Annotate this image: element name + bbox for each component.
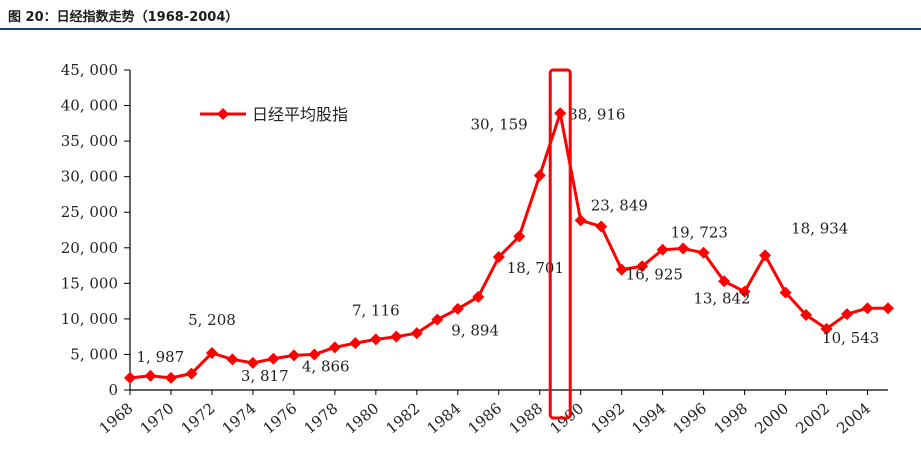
data-point-marker [615, 263, 628, 276]
x-tick-label: 1994 [628, 399, 669, 437]
data-point-marker [882, 302, 894, 315]
x-tick-label: 1998 [710, 399, 751, 437]
y-tick-label: 0 [108, 381, 118, 399]
data-label: 18, 701 [507, 259, 564, 277]
data-label: 13, 842 [693, 290, 750, 308]
y-tick-label: 45, 000 [61, 61, 118, 79]
data-label: 19, 723 [671, 224, 728, 242]
x-tick-label: 1980 [342, 399, 383, 437]
data-point-marker [164, 371, 177, 384]
data-point-marker [636, 260, 649, 273]
x-tick-label: 1968 [96, 399, 137, 437]
data-point-marker [410, 327, 423, 340]
y-tick-label: 10, 000 [61, 310, 118, 328]
x-tick-label: 1970 [137, 399, 178, 437]
x-tick-label: 1996 [669, 399, 710, 437]
y-tick-label: 40, 000 [61, 97, 118, 115]
data-label: 4, 866 [302, 357, 350, 375]
x-tick-label: 1986 [465, 399, 506, 437]
data-point-marker [718, 275, 731, 288]
legend: 日经平均股指 [200, 105, 348, 124]
data-point-marker [226, 353, 239, 366]
data-point-marker [841, 308, 854, 321]
y-tick-label: 20, 000 [61, 239, 118, 257]
y-tick-labels: 0 5, 000 10, 000 15, 000 20, 000 25, 000 30, 0… [61, 61, 118, 399]
data-point-marker [513, 230, 526, 243]
x-tick-label: 2004 [833, 399, 874, 437]
y-tick-label: 25, 000 [61, 203, 118, 221]
data-point-marker [677, 242, 690, 255]
data-point-marker [595, 220, 608, 233]
data-point-marker [328, 341, 341, 354]
data-point-marker [451, 302, 464, 315]
title-divider [0, 28, 921, 30]
data-point-marker [308, 348, 321, 361]
data-point-marker [431, 313, 444, 326]
data-point-marker [738, 285, 751, 298]
legend-marker [217, 108, 229, 120]
y-tick-label: 30, 000 [61, 168, 118, 186]
data-point-marker [574, 214, 587, 227]
x-tick-label: 2002 [792, 399, 833, 437]
x-tick-label: 1982 [383, 399, 424, 437]
data-label: 38, 916 [568, 105, 625, 123]
data-label: 18, 934 [791, 219, 848, 237]
legend-label: 日经平均股指 [252, 105, 348, 124]
data-point-marker [390, 330, 403, 343]
data-point-marker [124, 371, 136, 384]
x-tick-label: 1978 [301, 399, 342, 437]
data-point-marker [759, 249, 772, 262]
data-point-marker [779, 286, 792, 299]
series-line [129, 111, 888, 380]
axes [124, 69, 888, 395]
data-point-marker [472, 290, 485, 303]
data-point-marker [656, 243, 669, 256]
data-point-marker [697, 246, 710, 259]
x-tick-label: 1984 [424, 399, 465, 437]
data-label: 16, 925 [626, 266, 683, 284]
data-point-marker [369, 333, 382, 346]
data-label: 3, 817 [241, 367, 289, 385]
data-point-marker [492, 251, 505, 264]
y-tick-label: 35, 000 [61, 132, 118, 150]
data-label: 7, 116 [352, 301, 400, 319]
data-label: 23, 849 [591, 196, 648, 214]
y-tick-label: 15, 000 [61, 274, 118, 292]
data-point-marker [205, 346, 218, 359]
data-point-marker [246, 356, 259, 369]
data-labels: 1, 987 5, 208 3, 817 4, 866 7, 116 9, 894 30, … [136, 105, 879, 385]
data-label: 30, 159 [470, 116, 527, 134]
data-label: 10, 543 [822, 329, 879, 347]
data-point-marker [267, 352, 280, 365]
x-tick-label: 1992 [587, 399, 628, 437]
x-tick-labels: 1968 1970 1972 1974 1976 1978 1980 1982 1984 1986… [96, 399, 874, 437]
data-point-marker [287, 349, 300, 362]
data-point-marker [554, 107, 567, 120]
x-tick-label: 2000 [751, 399, 792, 437]
series-polyline [129, 111, 888, 380]
x-tick-label: 1976 [260, 399, 301, 437]
data-point-marker [820, 322, 833, 335]
x-tick-label: 1972 [178, 399, 219, 437]
x-tick-label: 1988 [505, 399, 546, 437]
series-markers [124, 107, 894, 384]
y-tick-label: 5, 000 [70, 345, 118, 363]
data-point-marker [861, 302, 874, 315]
data-point-marker [533, 169, 546, 182]
data-point-marker [144, 369, 157, 382]
data-point-marker [349, 337, 362, 350]
data-point-marker [185, 367, 198, 380]
x-tick-label: 1974 [219, 399, 260, 437]
figure-title: 图 20：日经指数走势（1968-2004） [8, 10, 239, 25]
data-label: 9, 894 [451, 322, 499, 340]
data-label: 1, 987 [136, 348, 184, 366]
peak-highlight [548, 68, 572, 420]
highlight-box [548, 68, 572, 420]
data-point-marker [800, 309, 813, 322]
data-label: 5, 208 [188, 311, 236, 329]
